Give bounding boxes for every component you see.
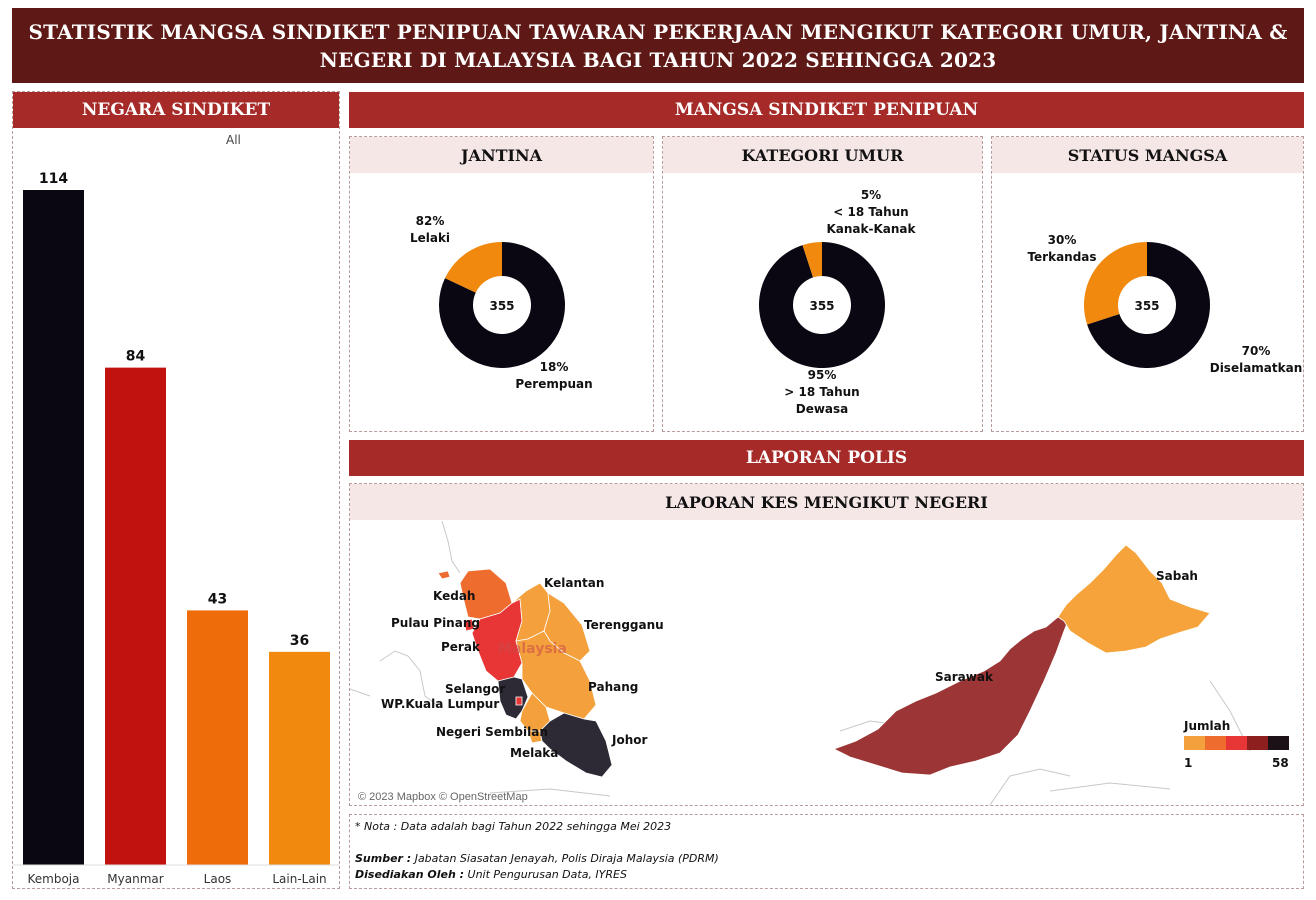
bar-category-label: Laos (204, 872, 232, 886)
map-sabah[interactable] (1057, 544, 1211, 654)
map-sarawak[interactable] (832, 616, 1069, 776)
malaysia-map[interactable]: Malaysia Kelantan Kedah Terengganu Pulau… (350, 521, 1303, 805)
donut-slice-label: 5% (861, 188, 881, 202)
donut-slice--18-tahun-kanak-kanak[interactable] (802, 242, 822, 278)
donut-slice--18-tahun-dewasa[interactable] (759, 242, 885, 368)
legend-swatch (1247, 736, 1268, 750)
status-header: STATUS MANGSA (992, 137, 1303, 173)
jantina-panel (349, 136, 654, 432)
donut-slice-label: Diselamatkan (1210, 361, 1303, 375)
polis-section-header: LAPORAN POLIS (349, 440, 1304, 476)
bar-kemboja[interactable] (23, 190, 84, 865)
bar-chart: 114 Kemboja 84 Myanmar 43 Laos 36 Lain-Lain (13, 171, 339, 886)
donut-center-label: 355 (489, 299, 514, 313)
label-kedah: Kedah (433, 589, 475, 603)
donut-slice-label: 82% (416, 214, 445, 228)
map-legend: Jumlah 1 58 (1183, 719, 1289, 770)
label-sarawak: Sarawak (935, 670, 994, 684)
donut-center-label: 355 (809, 299, 834, 313)
label-sabah: Sabah (1156, 569, 1198, 583)
label-negeri-sembilan: Negeri Sembilan (436, 725, 548, 739)
legend-swatch (1205, 736, 1226, 750)
legend-max: 58 (1272, 756, 1289, 770)
donut-slice-label: Lelaki (410, 231, 450, 245)
donut-slice-terkandas[interactable] (1084, 242, 1147, 325)
footer-disediakan-text: Unit Pengurusan Data, IYRES (464, 868, 627, 881)
donut-slice-label: 18% (540, 360, 569, 374)
label-melaka: Melaka (510, 746, 558, 760)
bar-laos[interactable] (187, 610, 248, 865)
label-johor: Johor (611, 733, 647, 747)
donut-center-label: 355 (1134, 299, 1159, 313)
label-kl: WP.Kuala Lumpur (381, 697, 499, 711)
legend-title: Jumlah (1183, 719, 1230, 733)
page-title-bar: STATISTIK MANGSA SINDIKET PENIPUAN TAWAR… (12, 8, 1304, 83)
country-filter-label[interactable]: All (226, 133, 241, 147)
donut-slice-label: 70% (1242, 344, 1271, 358)
umur-title: KATEGORI UMUR (741, 145, 904, 165)
footer-panel (349, 814, 1304, 889)
umur-panel (662, 136, 983, 432)
donut-slice-label: < 18 Tahun (833, 205, 908, 219)
label-pahang: Pahang (588, 680, 638, 694)
bar-value-label: 36 (290, 633, 309, 649)
donut-slice-label: 30% (1048, 233, 1077, 247)
legend-swatches (1184, 736, 1289, 750)
jantina-title: JANTINA (460, 145, 543, 165)
legend-swatch (1226, 736, 1247, 750)
donut-slice-label: 95% (808, 368, 837, 382)
donut-slice-perempuan[interactable] (444, 242, 502, 293)
bar-category-label: Lain-Lain (272, 872, 326, 886)
bar-category-label: Myanmar (107, 872, 163, 886)
status-panel (991, 136, 1304, 432)
mangsa-section-header: MANGSA SINDIKET PENIPUAN (349, 92, 1304, 128)
footer-disediakan: Disediakan Oleh : Unit Pengurusan Data, … (355, 868, 627, 881)
jantina-header: JANTINA (350, 137, 653, 173)
negara-sindiket-header: NEGARA SINDIKET (13, 92, 339, 128)
legend-min: 1 (1184, 756, 1192, 770)
map-johor[interactable] (539, 712, 613, 778)
footer-sumber-label: Sumber : (355, 852, 412, 865)
footer-sumber: Sumber : Jabatan Siasatan Jenayah, Polis… (355, 852, 719, 865)
donut-slice-label: > 18 Tahun (784, 385, 859, 399)
map-attribution[interactable]: © 2023 Mapbox © OpenStreetMap (358, 791, 528, 803)
mangsa-section-title: MANGSA SINDIKET PENIPUAN (674, 100, 979, 120)
legend-swatch (1268, 736, 1289, 750)
bar-value-label: 114 (39, 171, 68, 187)
donut-slice-diselamatkan[interactable] (1087, 242, 1210, 368)
negara-sindiket-title: NEGARA SINDIKET (81, 100, 271, 120)
map-header: LAPORAN KES MENGIKUT NEGERI (350, 484, 1303, 520)
label-pulau-pinang: Pulau Pinang (391, 616, 480, 630)
label-selangor: Selangor (445, 682, 505, 696)
polis-section-title: LAPORAN POLIS (745, 448, 908, 468)
legend-swatch (1184, 736, 1205, 750)
umur-donut-chart: 355 95% > 18 Tahun Dewasa 5% < 18 Tahun Kanak-… (759, 188, 917, 416)
bar-category-label: Kemboja (28, 872, 80, 886)
donut-slice-lelaki[interactable] (439, 242, 565, 368)
donut-slice-label: Perempuan (515, 377, 592, 391)
label-terengganu: Terengganu (584, 618, 664, 632)
map-title: LAPORAN KES MENGIKUT NEGERI (665, 492, 988, 512)
footer-note: * Nota : Data adalah bagi Tahun 2022 seh… (355, 820, 672, 833)
bar-value-label: 43 (208, 591, 227, 607)
map-kuala-lumpur[interactable] (515, 696, 523, 706)
donut-slice-label: Dewasa (796, 402, 849, 416)
donut-slice-label: Kanak-Kanak (826, 222, 916, 236)
umur-header: KATEGORI UMUR (663, 137, 982, 173)
donut-slice-label: Terkandas (1027, 250, 1096, 264)
map-watermark: Malaysia (498, 641, 567, 657)
bar-lain-lain[interactable] (269, 651, 330, 865)
footer-sumber-text: Jabatan Siasatan Jenayah, Polis Diraja M… (411, 852, 719, 865)
page-title: STATISTIK MANGSA SINDIKET PENIPUAN TAWAR… (28, 19, 1288, 72)
status-donut-chart: 355 70% Diselamatkan 30% Terkandas (1027, 233, 1303, 375)
status-title: STATUS MANGSA (1067, 145, 1228, 165)
label-perak: Perak (441, 640, 481, 654)
footer-disediakan-label: Disediakan Oleh : (355, 868, 465, 881)
jantina-donut-chart: 355 82% Lelaki 18% Perempuan (410, 214, 593, 391)
bar-value-label: 84 (126, 349, 146, 365)
label-kelantan: Kelantan (544, 576, 604, 590)
bar-myanmar[interactable] (105, 367, 166, 865)
map-perlis[interactable] (437, 570, 451, 580)
